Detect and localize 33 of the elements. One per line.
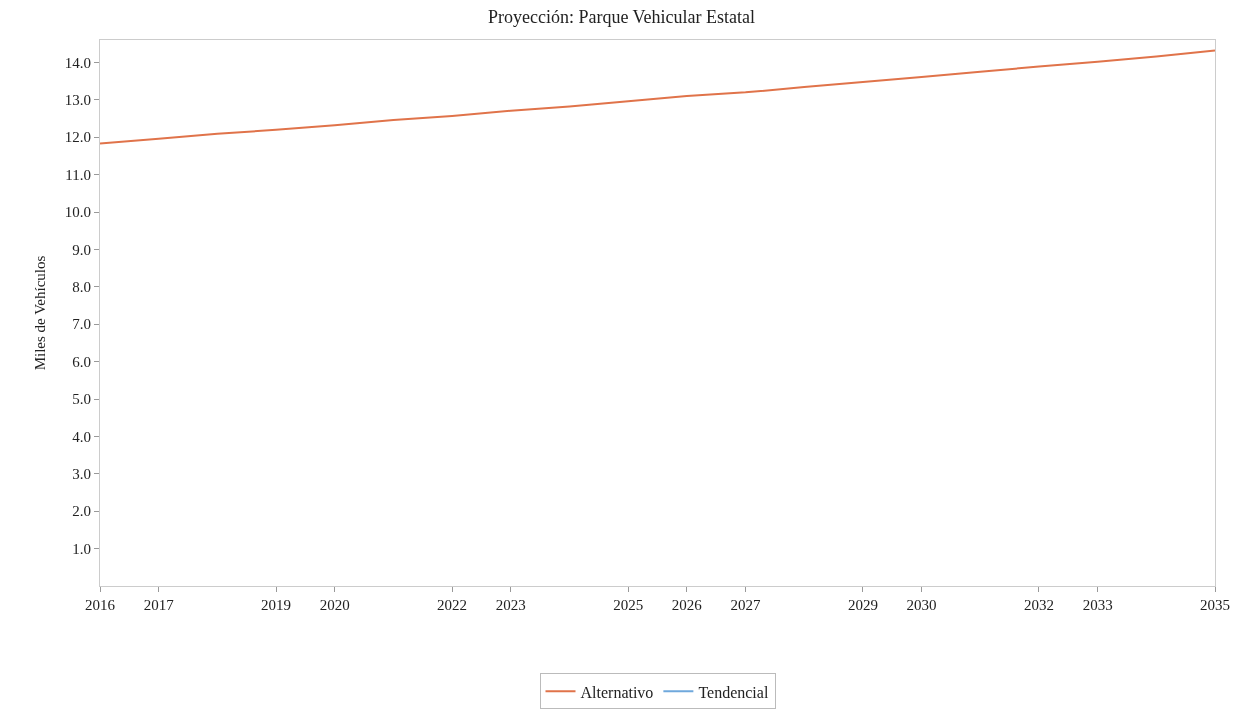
y-tick-label: 8.0 — [72, 279, 91, 296]
y-tick-label: 11.0 — [65, 166, 91, 183]
x-tick-label: 2017 — [143, 597, 175, 613]
x-tick-label: 2020 — [319, 597, 350, 613]
y-tick-label: 6.0 — [72, 353, 91, 370]
y-tick-label: 7.0 — [72, 316, 91, 333]
x-tick-label: 2033 — [1082, 597, 1113, 613]
y-tick-label: 10.0 — [64, 204, 91, 221]
y-tick-label: 4.0 — [72, 428, 91, 445]
y-tick-label: 9.0 — [72, 241, 91, 258]
y-tick-label: 1.0 — [72, 540, 91, 557]
x-tick-label: 2029 — [847, 597, 878, 613]
y-tick-label: 2.0 — [72, 503, 91, 520]
legend-label: Alternativo — [580, 683, 654, 701]
x-tick-label: 2027 — [730, 597, 762, 613]
legend-label: Tendencial — [698, 683, 769, 701]
x-tick-label: 2023 — [495, 597, 526, 613]
x-tick-label: 2030 — [906, 597, 937, 613]
x-tick-label: 2035 — [1200, 597, 1230, 613]
x-tick-label: 2022 — [437, 597, 468, 613]
chart-title: Proyección: Parque Vehicular Estatal — [487, 7, 756, 28]
y-tick-label: 3.0 — [72, 466, 91, 483]
x-tick-label: 2019 — [261, 597, 292, 613]
y-tick-label: 12.0 — [64, 129, 91, 146]
y-tick-label: 13.0 — [64, 92, 91, 109]
y-axis-title: Miles de Vehículos — [32, 255, 48, 371]
x-tick-label: 2016 — [85, 597, 116, 613]
x-tick-label: 2032 — [1023, 597, 1054, 613]
x-tick-label: 2026 — [671, 597, 703, 613]
x-tick-label: 2025 — [613, 597, 644, 613]
y-tick-label: 14.0 — [64, 54, 91, 71]
line-series — [100, 49, 1215, 145]
y-tick-label: 5.0 — [72, 391, 91, 408]
